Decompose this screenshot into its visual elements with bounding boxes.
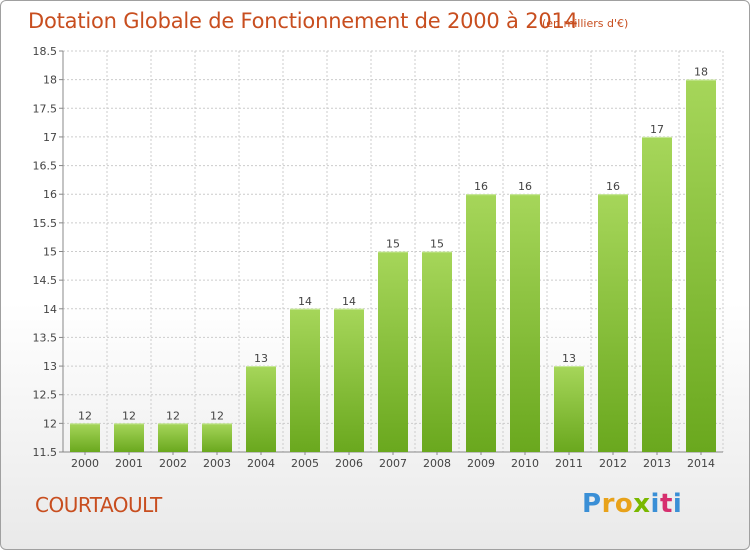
x-tick-label: 2009 xyxy=(467,457,495,470)
x-tick-label: 2002 xyxy=(159,457,187,470)
data-label: 16 xyxy=(474,180,488,193)
x-tick-label: 2005 xyxy=(291,457,319,470)
bar xyxy=(290,308,320,452)
y-tick-label: 12.5 xyxy=(33,389,58,402)
bar-highlight xyxy=(114,423,144,425)
y-tick-label: 18.5 xyxy=(33,45,58,58)
bar xyxy=(202,423,232,452)
data-label: 16 xyxy=(518,180,532,193)
x-tick-label: 2010 xyxy=(511,457,539,470)
bar-highlight xyxy=(554,366,584,368)
bar xyxy=(114,423,144,452)
data-label: 16 xyxy=(606,180,620,193)
chart-title: Dotation Globale de Fonctionnement de 20… xyxy=(28,9,578,33)
x-tick-label: 2006 xyxy=(335,457,363,470)
bar-highlight xyxy=(378,251,408,253)
data-label: 13 xyxy=(562,352,576,365)
logo-letter: o xyxy=(614,489,634,519)
y-tick-label: 17.5 xyxy=(33,102,58,115)
bar xyxy=(422,251,452,452)
bar xyxy=(70,423,100,452)
y-tick-label: 18 xyxy=(43,74,57,87)
data-label: 18 xyxy=(694,66,708,79)
bar-highlight xyxy=(686,79,716,81)
bar xyxy=(158,423,188,452)
bar xyxy=(598,194,628,452)
x-tick-label: 2008 xyxy=(423,457,451,470)
bar xyxy=(554,366,584,452)
bar xyxy=(510,194,540,452)
data-label: 13 xyxy=(254,352,268,365)
bar-highlight xyxy=(466,194,496,196)
bar-highlight xyxy=(246,366,276,368)
bar xyxy=(334,308,364,452)
y-tick-label: 16 xyxy=(43,188,57,201)
bar-highlight xyxy=(642,136,672,138)
logo-letter: x xyxy=(633,489,651,519)
y-tick-label: 17 xyxy=(43,131,57,144)
x-tick-label: 2007 xyxy=(379,457,407,470)
logo-letter: r xyxy=(601,489,615,519)
proxiti-logo: Proxiti xyxy=(582,489,682,519)
bar-highlight xyxy=(202,423,232,425)
commune-name: COURTAOULT xyxy=(35,493,162,517)
data-label: 12 xyxy=(166,409,180,422)
data-label: 15 xyxy=(386,238,400,251)
logo-letter: i xyxy=(650,489,660,519)
y-tick-label: 11.5 xyxy=(33,446,58,459)
bar-highlight xyxy=(70,423,100,425)
x-tick-label: 2003 xyxy=(203,457,231,470)
data-label: 12 xyxy=(122,409,136,422)
data-label: 17 xyxy=(650,123,664,136)
bar-highlight xyxy=(510,194,540,196)
x-tick-label: 2012 xyxy=(599,457,627,470)
x-tick-label: 2014 xyxy=(687,457,715,470)
y-tick-label: 12 xyxy=(43,417,57,430)
y-tick-label: 14 xyxy=(43,303,57,316)
bar xyxy=(246,366,276,452)
bar xyxy=(466,194,496,452)
data-label: 14 xyxy=(342,295,356,308)
logo-letter: P xyxy=(582,489,602,519)
bar-highlight xyxy=(334,308,364,310)
x-tick-label: 2011 xyxy=(555,457,583,470)
y-tick-label: 15 xyxy=(43,246,57,259)
bar xyxy=(642,136,672,452)
chart-subtitle: (en milliers d'€) xyxy=(542,17,629,30)
x-tick-label: 2013 xyxy=(643,457,671,470)
x-tick-label: 2000 xyxy=(71,457,99,470)
y-tick-label: 14.5 xyxy=(33,274,58,287)
bar xyxy=(378,251,408,452)
y-tick-label: 13.5 xyxy=(33,331,58,344)
y-tick-label: 16.5 xyxy=(33,160,58,173)
data-label: 12 xyxy=(78,409,92,422)
data-label: 15 xyxy=(430,238,444,251)
bar-highlight xyxy=(598,194,628,196)
logo-letter: i xyxy=(672,489,683,519)
data-label: 12 xyxy=(210,409,224,422)
y-tick-label: 15.5 xyxy=(33,217,58,230)
x-tick-label: 2001 xyxy=(115,457,143,470)
logo-letter: t xyxy=(659,489,673,519)
bar-highlight xyxy=(422,251,452,253)
bar-highlight xyxy=(290,308,320,310)
data-label: 14 xyxy=(298,295,312,308)
bar xyxy=(686,79,716,453)
x-tick-label: 2004 xyxy=(247,457,275,470)
y-tick-label: 13 xyxy=(43,360,57,373)
bar-highlight xyxy=(158,423,188,425)
